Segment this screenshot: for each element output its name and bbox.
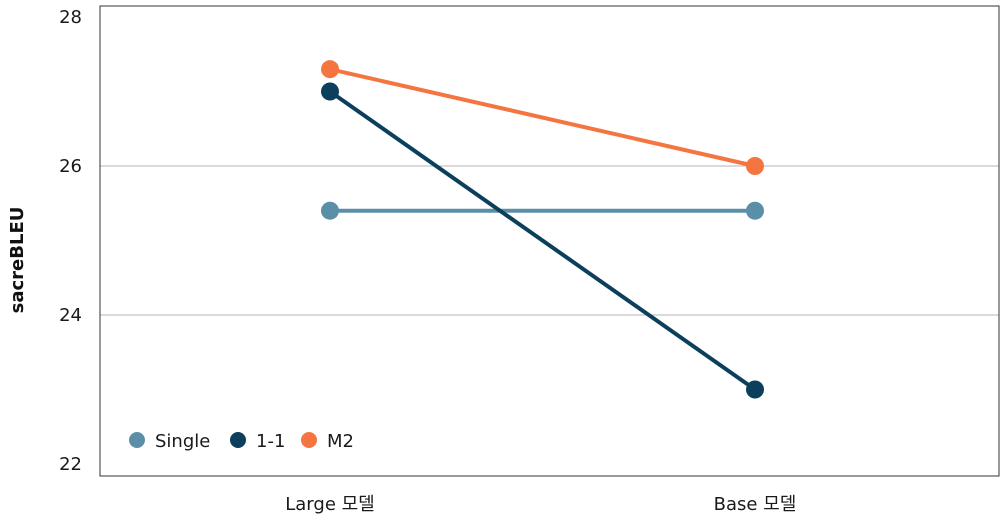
legend: Single 1-1 M2 [129,431,354,452]
y-tick-label: 28 [59,7,82,28]
legend-label: Single [155,431,210,452]
gridlines [100,165,999,316]
x-tick-label: Base 모델 [714,494,797,515]
y-tick-label: 24 [59,305,82,326]
legend-marker [230,432,246,448]
plot-area-frame [99,5,1000,477]
y-tick-label: 26 [59,156,82,177]
data-point [746,380,764,399]
data-point [321,201,339,220]
y-axis-ticks: 22 24 26 28 [59,7,82,475]
series-line [328,89,757,392]
x-axis-ticks: Large 모델 Base 모델 [285,494,796,515]
data-point [321,82,339,101]
data-point [746,201,764,220]
legend-label: 1-1 [256,431,285,452]
data-point [321,60,339,79]
x-tick-label: Large 모델 [285,494,374,515]
legend-marker [301,432,317,448]
series-line [328,67,757,168]
y-tick-label: 22 [59,454,82,475]
series-lines [321,60,764,399]
legend-label: M2 [327,431,354,452]
y-axis-title: sacreBLEU [7,207,28,314]
data-point [746,157,764,175]
legend-marker [129,432,145,448]
